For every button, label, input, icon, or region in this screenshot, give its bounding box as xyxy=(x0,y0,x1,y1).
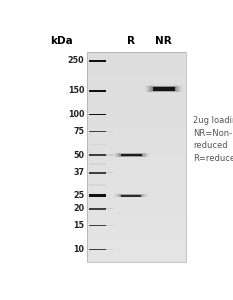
Text: 20: 20 xyxy=(73,204,84,213)
Text: 10: 10 xyxy=(73,245,84,254)
Text: 100: 100 xyxy=(68,110,84,119)
Text: 2ug loading
NR=Non-
reduced
R=reduced: 2ug loading NR=Non- reduced R=reduced xyxy=(193,116,233,163)
Text: R: R xyxy=(127,36,135,46)
Text: 15: 15 xyxy=(73,221,84,230)
Text: kDa: kDa xyxy=(50,36,73,46)
Text: 37: 37 xyxy=(73,168,84,177)
Text: 75: 75 xyxy=(73,127,84,136)
Text: 50: 50 xyxy=(73,151,84,160)
Text: 25: 25 xyxy=(73,191,84,200)
Text: 250: 250 xyxy=(68,56,84,65)
Text: NR: NR xyxy=(155,36,172,46)
Text: 150: 150 xyxy=(68,86,84,95)
